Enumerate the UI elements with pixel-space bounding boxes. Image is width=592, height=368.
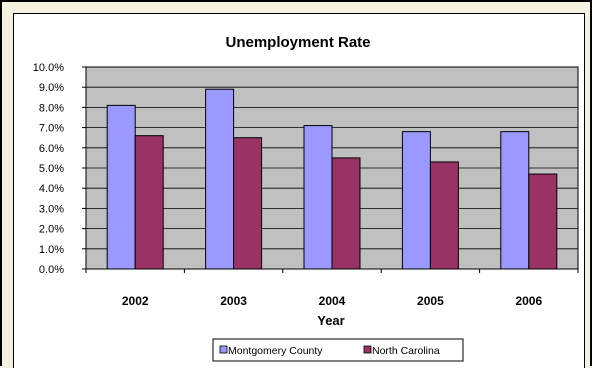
y-tick-label: 8.0% <box>39 102 64 114</box>
y-tick-label: 3.0% <box>39 203 64 215</box>
bar-north-carolina-2002 <box>134 135 164 270</box>
bar-montgomery-county-2005 <box>401 131 431 270</box>
bars <box>106 88 558 270</box>
bar-montgomery-county-2004 <box>303 125 333 270</box>
chart-title: Unemployment Rate <box>225 34 370 51</box>
x-tick-label: 2004 <box>319 294 346 308</box>
x-axis: 2002 2003 2004 2005 2006 <box>85 269 579 308</box>
y-tick-label: 0.0% <box>39 264 64 276</box>
legend-label-montgomery: Montgomery County <box>228 345 323 357</box>
bar-montgomery-county-2003 <box>205 88 235 270</box>
x-tick-label: 2002 <box>122 294 149 308</box>
bar-north-carolina-2004 <box>331 157 361 270</box>
y-tick-label: 9.0% <box>39 82 64 94</box>
legend-box <box>212 338 464 362</box>
legend-swatch-north-carolina <box>363 345 372 354</box>
bar-north-carolina-2005 <box>429 161 459 270</box>
legend-swatch-montgomery <box>219 345 228 354</box>
bar-north-carolina-2006 <box>528 173 558 270</box>
bar-north-carolina-2003 <box>233 137 263 270</box>
x-tick-label: 2005 <box>417 294 444 308</box>
x-tick-label: 2003 <box>220 294 247 308</box>
y-tick-label: 7.0% <box>39 123 64 135</box>
bar-montgomery-county-2006 <box>500 131 530 270</box>
y-tick-label: 2.0% <box>39 224 64 236</box>
y-tick-label: 1.0% <box>39 244 64 256</box>
y-tick-label: 6.0% <box>39 143 64 155</box>
x-tick-label: 2006 <box>515 294 542 308</box>
legend-label-north-carolina: North Carolina <box>372 345 440 357</box>
legend: Montgomery County North Carolina <box>212 338 464 362</box>
y-axis: 0.0% 1.0% 2.0% 3.0% 4.0% 5.0% 6.0% 7.0% 8.0% 9.0%… <box>33 62 86 276</box>
bar-montgomery-county-2002 <box>106 104 136 270</box>
y-tick-label: 10.0% <box>33 62 64 74</box>
y-tick-label: 5.0% <box>39 163 64 175</box>
y-tick-label: 4.0% <box>39 183 64 195</box>
x-axis-label: Year <box>317 313 344 328</box>
